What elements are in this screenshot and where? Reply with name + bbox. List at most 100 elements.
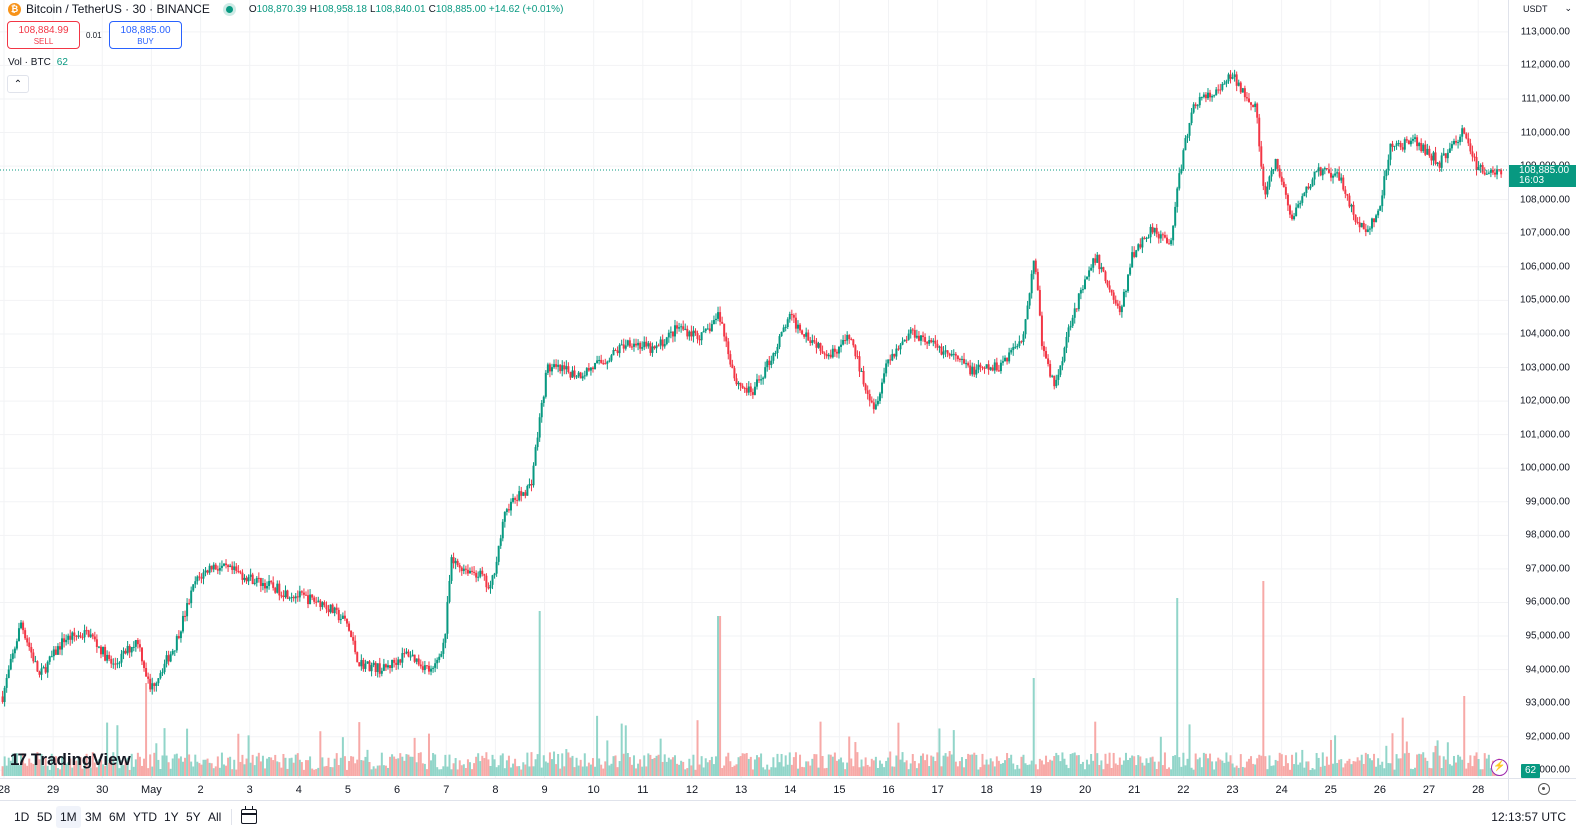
clock[interactable]: 12:13:57 UTC — [1491, 810, 1566, 824]
bar-countdown: 16:03 — [1519, 174, 1545, 186]
volume-bar — [1174, 755, 1177, 776]
settings-icon[interactable] — [1538, 783, 1550, 795]
candle-body — [288, 597, 291, 599]
candle-body — [975, 369, 978, 375]
candle-body — [1303, 193, 1306, 197]
candle-body — [1370, 218, 1373, 229]
volume-legend[interactable]: Vol · BTC 62 — [8, 57, 68, 68]
candle-body — [1284, 187, 1287, 195]
candle-body — [30, 647, 33, 653]
volume-bar — [985, 759, 988, 776]
volume-bar — [1024, 763, 1027, 776]
range-button-5d[interactable]: 5D — [37, 810, 53, 824]
volume-bar — [831, 756, 834, 776]
candle-body — [167, 655, 170, 662]
range-button-ytd[interactable]: YTD — [133, 810, 157, 824]
currency-select[interactable]: USDT — [1514, 0, 1576, 18]
candle-body — [1389, 143, 1392, 160]
candle-body — [979, 364, 982, 368]
sell-label: SELL — [33, 37, 54, 46]
candle-body — [1446, 152, 1449, 159]
volume-bar — [456, 769, 459, 776]
volume-bar — [427, 733, 430, 776]
range-button-1y[interactable]: 1Y — [164, 810, 179, 824]
candle-body — [391, 659, 394, 668]
candle-body — [659, 339, 662, 346]
volume-bar — [1315, 753, 1318, 776]
price-tick-label: 111,000.00 — [1521, 93, 1570, 105]
volume-bar — [563, 766, 566, 776]
volume-bar — [1487, 754, 1490, 776]
symbol-title[interactable]: Bitcoin / TetherUS · 30 · BINANCE — [26, 2, 210, 16]
candle-body — [292, 596, 295, 599]
lightning-icon[interactable]: ⚡ — [1491, 759, 1508, 776]
range-button-1d[interactable]: 1D — [14, 810, 30, 824]
volume-bar — [887, 757, 890, 776]
volume-bar — [1079, 763, 1082, 776]
volume-bar — [1172, 755, 1175, 776]
candle-body — [792, 315, 795, 318]
volume-bar — [1270, 765, 1273, 776]
candle-body — [989, 367, 992, 370]
volume-bar — [106, 722, 109, 776]
candle-body — [1299, 202, 1302, 205]
candlestick-chart[interactable] — [0, 0, 1508, 778]
volume-bar — [458, 760, 461, 776]
candle-body — [247, 576, 250, 582]
range-button-6m[interactable]: 6M — [109, 810, 126, 824]
tradingview-logo[interactable]: 17 TradingView — [10, 749, 131, 771]
volume-bar — [866, 764, 869, 776]
candle-body — [196, 576, 199, 582]
volume-bar — [842, 762, 845, 776]
volume-bar — [608, 765, 611, 776]
volume-bar — [40, 754, 43, 776]
candle-body — [667, 332, 670, 338]
candle-body — [509, 501, 512, 511]
candle-body — [181, 615, 184, 632]
price-axis[interactable]: USDT ⌄ 113,000.00 112,000.00 111,000.00 110… — [1508, 0, 1576, 800]
candle-body — [1034, 260, 1037, 272]
range-button-3m[interactable]: 3M — [85, 810, 102, 824]
range-button-1m[interactable]: 1M — [56, 806, 81, 828]
volume-bar — [587, 762, 590, 776]
volume-bar — [936, 752, 939, 776]
volume-bar — [852, 766, 855, 776]
close-key: C — [428, 3, 436, 15]
volume-bar — [649, 754, 652, 776]
candle-body — [1206, 92, 1209, 99]
volume-bar — [1104, 753, 1107, 776]
volume-bar — [452, 763, 455, 776]
candle-body — [587, 368, 590, 371]
candle-body — [169, 654, 172, 662]
calendar-icon[interactable] — [241, 806, 257, 824]
candle-body — [794, 317, 797, 329]
buy-button[interactable]: 108,885.00 BUY — [109, 21, 182, 49]
candle-body — [1475, 157, 1478, 171]
volume-bar — [196, 761, 199, 776]
candle-body — [1012, 347, 1015, 351]
candle-body — [430, 668, 433, 672]
candle-body — [309, 594, 312, 605]
candle-body — [735, 378, 738, 385]
collapse-legend-button[interactable]: ⌃ — [7, 75, 29, 93]
volume-bar — [1393, 769, 1396, 776]
candle-body — [1448, 148, 1451, 153]
volume-bar — [83, 756, 86, 776]
volume-bar — [575, 757, 578, 776]
range-button-5y[interactable]: 5Y — [186, 810, 201, 824]
candle-body — [1137, 244, 1140, 251]
volume-bar — [446, 766, 449, 776]
sell-button[interactable]: 108,884.99 SELL — [7, 21, 80, 49]
candle-body — [864, 384, 867, 391]
range-button-all[interactable]: All — [208, 810, 222, 824]
candle-body — [300, 591, 303, 593]
candle-body — [235, 566, 238, 571]
volume-bar — [790, 764, 793, 776]
volume-bar — [442, 766, 445, 776]
candle-body — [440, 653, 443, 657]
candle-body — [1250, 102, 1253, 105]
candle-body — [1073, 308, 1076, 318]
volume-bar — [124, 759, 127, 776]
chart-pane[interactable]: ₿ Bitcoin / TetherUS · 30 · BINANCE O 108… — [0, 0, 1508, 800]
time-axis[interactable]: 28 29 30 May 2 3 4 5 6 7 8 9 10 11 12 13 14 15 16 17 18 19 20 2… — [0, 778, 1508, 800]
